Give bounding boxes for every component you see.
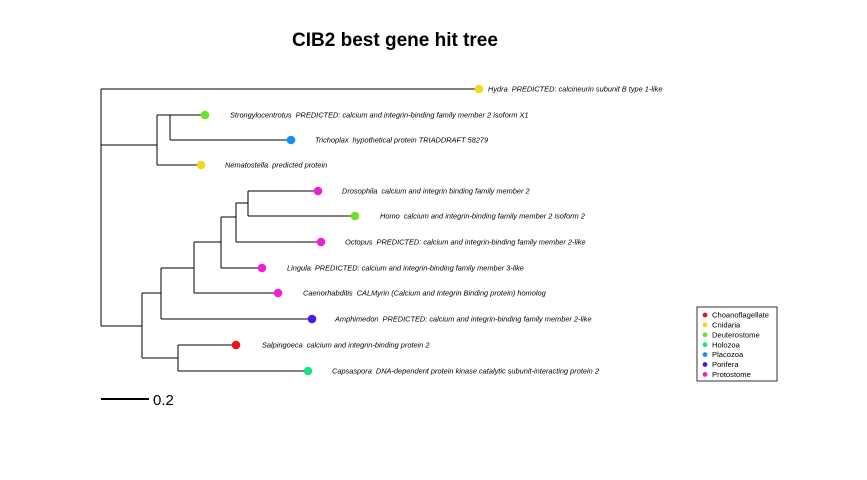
tip-description: hypothetical protein TRIADDRAFT 58279 bbox=[353, 136, 489, 145]
legend-dot bbox=[702, 332, 708, 338]
tip-amphimedon: Amphimedon PREDICTED: calcium and integri… bbox=[307, 314, 592, 324]
tip-octopus: Octopus PREDICTED: calcium and integrin-b… bbox=[316, 237, 586, 247]
legend-dot bbox=[702, 312, 708, 318]
tip-description: predicted protein bbox=[271, 161, 327, 170]
legend-dot bbox=[702, 362, 708, 367]
tip-species: Lingula bbox=[287, 264, 311, 273]
tip-species: Caenorhabditis bbox=[303, 289, 353, 298]
tip-label: Nematostella predicted protein bbox=[225, 161, 327, 170]
tip-species: Trichoplax bbox=[315, 136, 349, 145]
tip-label: Capsaspora DNA-dependent protein kinase c… bbox=[332, 367, 599, 376]
tip-species: Homo bbox=[380, 212, 400, 221]
tip-species: Capsaspora bbox=[332, 367, 372, 376]
legend-label: Choanoflagellate bbox=[712, 311, 769, 320]
tip-description: calcium and integrin binding family memb… bbox=[381, 187, 529, 196]
tip-dot bbox=[350, 211, 360, 221]
legend-dot bbox=[702, 372, 708, 377]
legend-label: Cnidaria bbox=[712, 321, 741, 330]
tip-label: Caenorhabditis CALMyrin (Calcium and Inte… bbox=[303, 289, 547, 298]
tip-description: PREDICTED: calcium and integrin-binding … bbox=[377, 238, 586, 247]
legend-dot bbox=[702, 322, 708, 328]
tip-dot bbox=[316, 237, 326, 247]
tip-label: Hydra PREDICTED: calcineurin subunit B ty… bbox=[488, 85, 662, 94]
legend-item-protostome: Protostome bbox=[702, 370, 751, 379]
tip-label: Salpingoeca calcium and integrin-binding … bbox=[262, 341, 430, 350]
tip-dot bbox=[257, 263, 267, 273]
tip-dot bbox=[307, 314, 317, 324]
tip-label: Amphimedon PREDICTED: calcium and integri… bbox=[334, 315, 592, 324]
legend-item-porifera: Porifera bbox=[702, 360, 739, 369]
tip-drosophila: Drosophila calcium and integrin binding f… bbox=[313, 186, 530, 196]
tip-dot bbox=[474, 84, 484, 94]
chart-title: CIB2 best gene hit tree bbox=[292, 30, 498, 51]
tip-nematostella: Nematostella predicted protein bbox=[196, 160, 327, 170]
tip-label: Octopus PREDICTED: calcium and integrin-b… bbox=[345, 238, 586, 247]
tip-dot bbox=[200, 110, 210, 120]
legend-dot bbox=[702, 352, 708, 357]
tip-caenorhabditis: Caenorhabditis CALMyrin (Calcium and Inte… bbox=[273, 288, 547, 298]
tip-species: Drosophila bbox=[342, 187, 377, 196]
tip-description: PREDICTED: calcium and integrin-binding … bbox=[315, 264, 524, 273]
scale-bar-label: 0.2 bbox=[153, 392, 174, 409]
tip-description: DNA-dependent protein kinase catalytic s… bbox=[376, 367, 599, 376]
tree-branches bbox=[100, 88, 479, 372]
tip-dot bbox=[196, 160, 206, 170]
tip-trichoplax: Trichoplax hypothetical protein TRIADDRAF… bbox=[286, 135, 488, 145]
legend-dot bbox=[702, 342, 708, 348]
tip-description: calcium and integrin-binding family memb… bbox=[404, 212, 585, 221]
tip-description: PREDICTED: calcineurin subunit B type 1-… bbox=[512, 85, 663, 94]
tip-hydra: Hydra PREDICTED: calcineurin subunit B ty… bbox=[474, 84, 662, 94]
tip-salpingoeca: Salpingoeca calcium and integrin-binding … bbox=[231, 340, 430, 350]
tip-dot bbox=[303, 366, 313, 376]
tip-dot bbox=[273, 288, 283, 298]
tip-species: Amphimedon bbox=[334, 315, 379, 324]
tip-label: Drosophila calcium and integrin binding f… bbox=[342, 187, 530, 196]
tip-description: CALMyrin (Calcium and Integrin Binding p… bbox=[357, 289, 547, 298]
tip-label: Homo calcium and integrin-binding family … bbox=[380, 212, 585, 221]
legend-label: Holozoa bbox=[712, 340, 741, 349]
tip-species: Hydra bbox=[488, 85, 508, 94]
tip-homo: Homo calcium and integrin-binding family … bbox=[350, 211, 585, 221]
tip-strongylocentrotus: Strongylocentrotus PREDICTED: calcium and… bbox=[200, 110, 529, 120]
scale-bar: 0.2 bbox=[101, 392, 174, 409]
tip-label: Trichoplax hypothetical protein TRIADDRAF… bbox=[315, 136, 488, 145]
legend-label: Protostome bbox=[712, 370, 751, 379]
tip-label: Strongylocentrotus PREDICTED: calcium and… bbox=[230, 111, 529, 120]
tip-dot bbox=[286, 135, 296, 145]
legend-item-deuterostome: Deuterostome bbox=[702, 330, 760, 339]
legend-item-holozoa: Holozoa bbox=[702, 340, 741, 349]
tip-capsaspora: Capsaspora DNA-dependent protein kinase c… bbox=[303, 366, 599, 376]
tip-species: Nematostella bbox=[225, 161, 268, 170]
tip-dot bbox=[231, 340, 241, 350]
tip-label: Lingula PREDICTED: calcium and integrin-b… bbox=[287, 264, 524, 273]
tip-description: PREDICTED: calcium and integrin-binding … bbox=[296, 111, 529, 120]
tip-description: calcium and integrin-binding protein 2 bbox=[307, 341, 430, 350]
legend: ChoanoflagellateCnidariaDeuterostomeHolo… bbox=[696, 306, 778, 382]
tip-species: Octopus bbox=[345, 238, 373, 247]
legend-label: Placozoa bbox=[712, 350, 744, 359]
legend-label: Deuterostome bbox=[712, 330, 760, 339]
tree-tips: Hydra PREDICTED: calcineurin subunit B ty… bbox=[196, 84, 662, 376]
tip-species: Strongylocentrotus bbox=[230, 111, 292, 120]
tip-dot bbox=[313, 186, 323, 196]
tip-lingula: Lingula PREDICTED: calcium and integrin-b… bbox=[257, 263, 524, 273]
legend-item-placozoa: Placozoa bbox=[702, 350, 744, 359]
tip-description: PREDICTED: calcium and integrin-binding … bbox=[383, 315, 592, 324]
tip-species: Salpingoeca bbox=[262, 341, 303, 350]
legend-label: Porifera bbox=[712, 360, 739, 369]
legend-box bbox=[696, 306, 778, 382]
legend-item-choanoflagellate: Choanoflagellate bbox=[702, 311, 769, 320]
legend-item-cnidaria: Cnidaria bbox=[702, 321, 741, 330]
